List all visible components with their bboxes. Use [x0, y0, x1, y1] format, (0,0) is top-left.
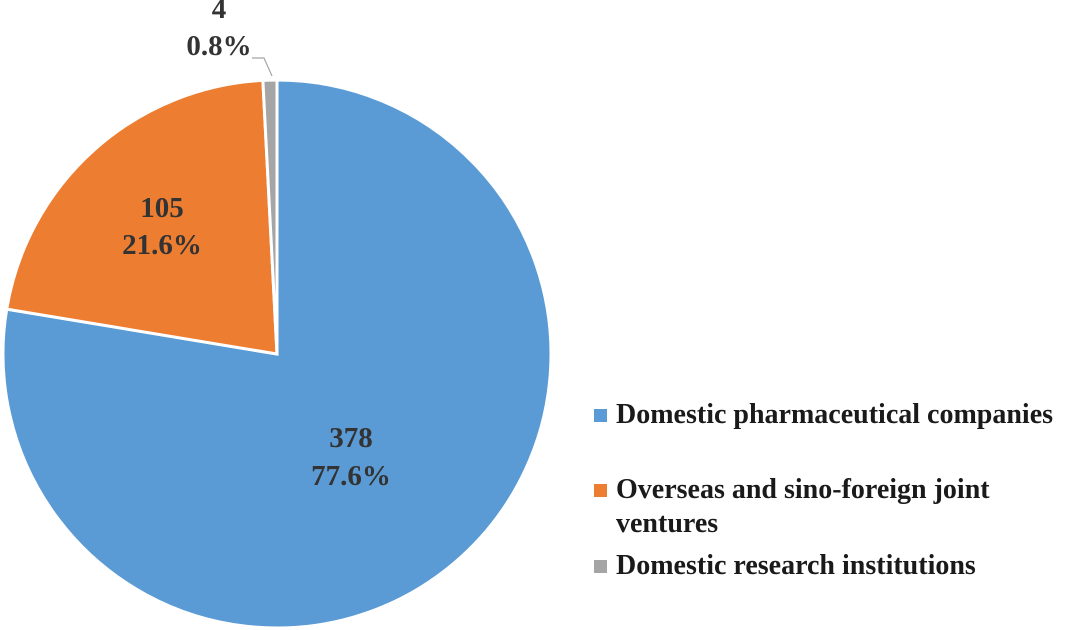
legend-label: Overseas and sino-foreign joint ventures: [616, 474, 990, 539]
legend-swatch: [594, 409, 607, 422]
slice-percent-label: 0.8%: [186, 30, 251, 62]
slice-value-label: 4: [212, 0, 227, 25]
slice-percent-label: 77.6%: [311, 460, 391, 492]
slice-value-label: 105: [140, 192, 184, 224]
pie-slice-2: [261, 78, 279, 355]
legend-item-domestic-pharma: Domestic pharmaceutical companies: [594, 398, 1053, 432]
legend-item-overseas-joint-ventures: Overseas and sino-foreign joint ventures: [594, 473, 1036, 541]
pie-slices: [1, 78, 553, 630]
legend-label: Domestic research institutions: [616, 550, 976, 581]
data-labels: 378 77.6% 105 21.6% 4 0.8%: [122, 0, 391, 492]
legend-swatch: [594, 484, 607, 497]
leader-line: [252, 57, 273, 77]
legend-item-domestic-research: Domestic research institutions: [594, 549, 976, 583]
legend-label: Domestic pharmaceutical companies: [616, 399, 1054, 430]
legend-swatch: [594, 560, 607, 573]
slice-percent-label: 21.6%: [122, 229, 202, 261]
pie-slice-1: [4, 78, 279, 356]
slice-value-label: 378: [329, 422, 373, 454]
leader-lines: [252, 57, 273, 77]
